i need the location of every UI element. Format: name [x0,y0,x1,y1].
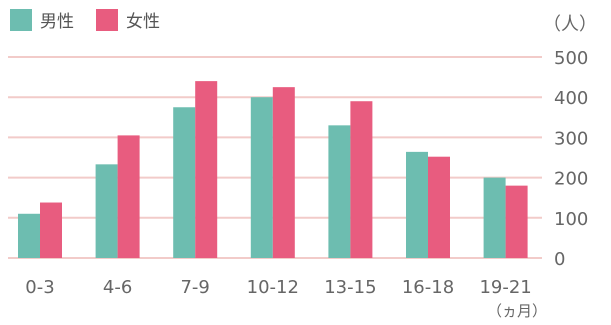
legend-label-female: 女性 [126,12,160,32]
x-tick-label-19-21: 19-21 [479,277,531,298]
bar-female-19-21 [505,185,528,258]
y-axis-unit: （人） [543,14,597,35]
bar-male-10-12 [250,97,273,258]
bar-female-16-18 [428,156,450,258]
bar-male-7-9 [173,107,196,258]
bar-female-10-12 [272,87,295,259]
bar-male-0-3 [18,213,40,258]
x-tick-label-7-9: 7-9 [180,277,209,298]
y-tick-label-200: 200 [554,169,588,190]
legend-label-male: 男性 [40,12,74,32]
y-tick-label-300: 300 [554,128,588,149]
y-tick-label-500: 500 [554,48,588,69]
legend-swatch-male [10,8,32,31]
bar-male-13-15 [328,125,351,258]
bar-female-4-6 [117,135,140,258]
legend-swatch-female [96,8,118,31]
x-tick-label-16-18: 16-18 [402,277,454,298]
y-tick-label-400: 400 [554,88,588,109]
legend-item-male: 男性 [10,7,74,32]
bar-female-7-9 [195,81,218,259]
x-tick-label-13-15: 13-15 [324,277,376,298]
x-axis-unit: （ヵ月） [487,302,548,320]
legend-item-female: 女性 [96,7,160,32]
bar-male-19-21 [483,177,506,258]
chart-legend: 男性 女性 [10,7,182,32]
bar-male-16-18 [406,151,428,258]
x-tick-label-4-6: 4-6 [103,277,132,298]
x-tick-label-10-12: 10-12 [247,277,299,298]
bar-female-13-15 [350,101,373,258]
y-tick-label-100: 100 [554,209,588,230]
x-tick-label-0-3: 0-3 [25,277,54,298]
y-tick-label-0: 0 [554,249,565,270]
bar-female-0-3 [40,202,62,258]
bar-male-4-6 [95,164,118,258]
